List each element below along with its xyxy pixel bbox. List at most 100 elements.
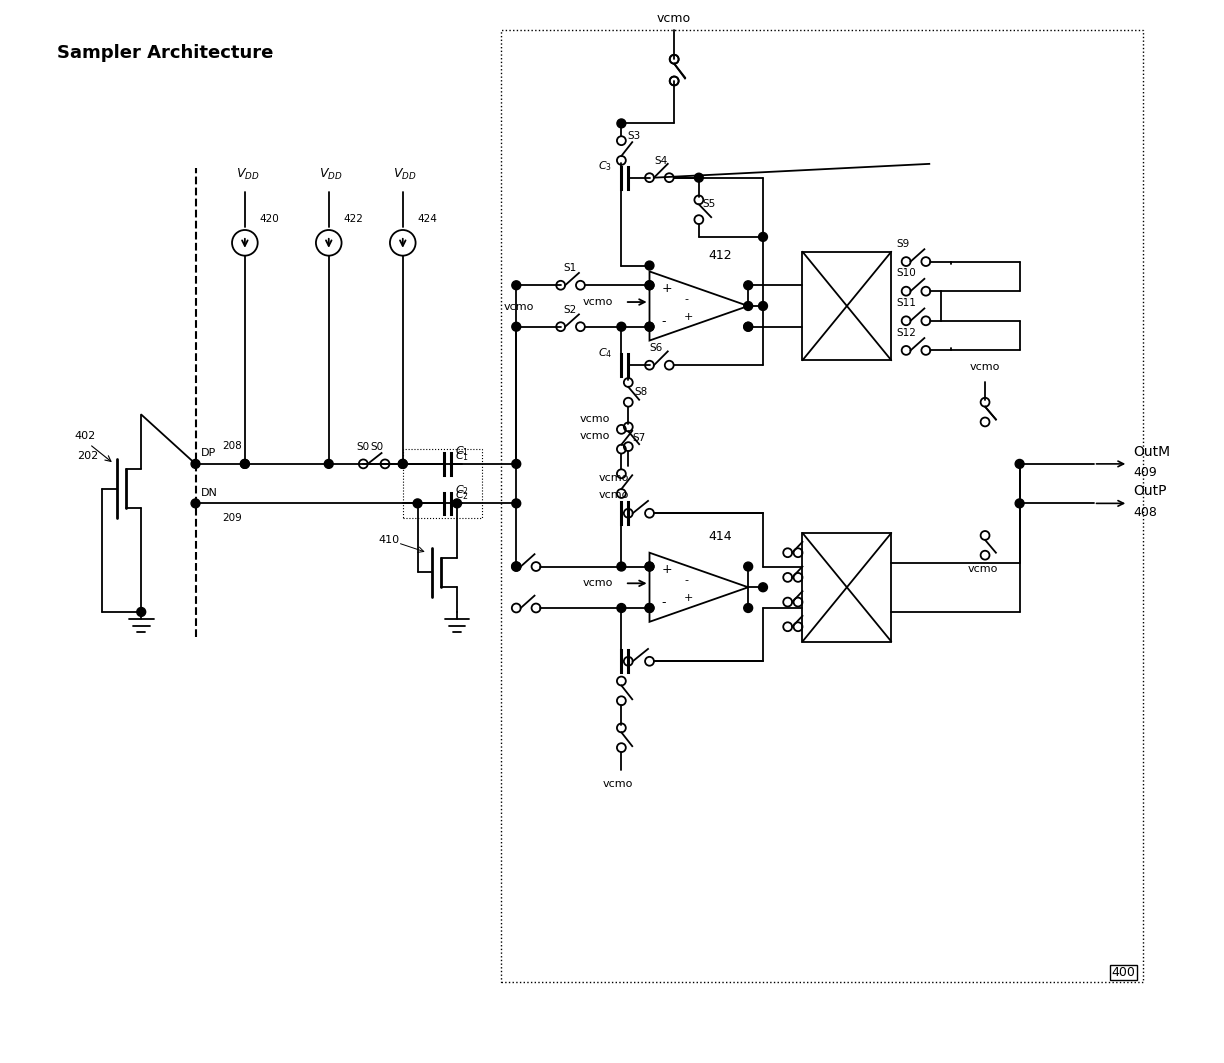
Text: -: - (684, 575, 688, 586)
Circle shape (694, 173, 704, 182)
Text: 412: 412 (709, 249, 732, 263)
Text: 400: 400 (1111, 966, 1136, 979)
Circle shape (744, 562, 753, 571)
Text: vcmo: vcmo (580, 414, 611, 424)
Circle shape (744, 302, 753, 310)
Text: S12: S12 (896, 327, 916, 338)
Circle shape (744, 604, 753, 612)
Text: Sampler Architecture: Sampler Architecture (58, 45, 274, 63)
Circle shape (414, 499, 422, 508)
Circle shape (617, 562, 625, 571)
Circle shape (744, 281, 753, 290)
Text: vcmo: vcmo (657, 13, 692, 26)
Text: 422: 422 (344, 214, 364, 224)
Circle shape (512, 562, 520, 571)
Text: +: + (662, 282, 672, 296)
Circle shape (617, 322, 625, 332)
Circle shape (645, 281, 654, 290)
Text: 408: 408 (1133, 506, 1157, 519)
Circle shape (645, 562, 654, 571)
Text: 208: 208 (223, 441, 242, 451)
Text: $V_{DD}$: $V_{DD}$ (235, 167, 259, 182)
Text: $C_2$: $C_2$ (454, 484, 469, 497)
Circle shape (645, 261, 654, 270)
Text: S6: S6 (650, 343, 662, 353)
Text: S5: S5 (703, 199, 716, 209)
Circle shape (1015, 499, 1024, 508)
Text: $V_{DD}$: $V_{DD}$ (393, 167, 417, 182)
Text: 420: 420 (259, 214, 279, 224)
Circle shape (512, 281, 520, 290)
Text: +: + (684, 311, 694, 322)
Circle shape (759, 302, 767, 310)
Text: $C_1$: $C_1$ (454, 449, 469, 462)
Text: vcmo: vcmo (599, 490, 629, 501)
Text: vcmo: vcmo (969, 362, 1000, 372)
Text: +: + (684, 593, 694, 603)
Text: 409: 409 (1133, 467, 1157, 479)
Text: 202: 202 (77, 451, 98, 461)
Text: S3: S3 (627, 131, 640, 141)
Circle shape (759, 583, 767, 592)
Circle shape (398, 459, 408, 469)
Circle shape (744, 322, 753, 332)
Circle shape (512, 499, 520, 508)
Bar (403, 449, 482, 518)
Text: 209: 209 (223, 512, 242, 523)
Circle shape (645, 562, 654, 571)
Text: OutM: OutM (1133, 445, 1170, 459)
Text: +: + (662, 563, 672, 576)
Circle shape (617, 119, 625, 128)
Text: 424: 424 (417, 214, 437, 224)
Circle shape (1015, 459, 1024, 469)
Text: vcmo: vcmo (580, 432, 611, 441)
Text: DN: DN (201, 488, 218, 497)
Circle shape (191, 459, 200, 469)
Bar (803, 252, 891, 360)
Text: S8: S8 (635, 387, 647, 396)
Text: 410: 410 (378, 535, 399, 545)
Text: S11: S11 (896, 298, 916, 308)
Text: vcmo: vcmo (583, 578, 613, 588)
Text: $C_2$: $C_2$ (454, 488, 469, 502)
Text: S7: S7 (633, 433, 645, 442)
Circle shape (512, 459, 520, 469)
Text: vcmo: vcmo (583, 297, 613, 307)
Circle shape (398, 459, 408, 469)
Text: vcmo: vcmo (599, 473, 629, 484)
Circle shape (240, 459, 250, 469)
Text: S9: S9 (896, 239, 909, 249)
Text: S0: S0 (371, 442, 384, 452)
Text: -: - (684, 294, 688, 304)
Text: vcmo: vcmo (602, 779, 633, 789)
Text: S0: S0 (356, 442, 368, 452)
Text: DP: DP (201, 449, 215, 458)
Circle shape (645, 322, 654, 332)
Text: OutP: OutP (1133, 485, 1166, 499)
Text: $C_1$: $C_1$ (454, 444, 469, 458)
Circle shape (137, 607, 146, 617)
Circle shape (645, 322, 654, 332)
Circle shape (240, 459, 250, 469)
Text: S4: S4 (655, 156, 667, 166)
Text: -: - (662, 596, 666, 609)
Text: 414: 414 (709, 530, 732, 543)
Text: vcmo: vcmo (967, 564, 998, 574)
Text: $V_{DD}$: $V_{DD}$ (319, 167, 343, 182)
Bar (803, 533, 891, 642)
Circle shape (744, 322, 753, 332)
Circle shape (645, 604, 654, 612)
Text: -: - (662, 315, 666, 327)
Text: $C_3$: $C_3$ (597, 158, 612, 172)
Text: vcmo: vcmo (504, 302, 535, 311)
Text: $C_4$: $C_4$ (597, 347, 612, 360)
Circle shape (191, 499, 200, 508)
Circle shape (645, 281, 654, 290)
Text: 402: 402 (75, 432, 95, 441)
Circle shape (759, 233, 767, 241)
Text: S10: S10 (896, 268, 916, 279)
Text: S1: S1 (563, 264, 577, 273)
Text: S2: S2 (563, 305, 577, 315)
Circle shape (324, 459, 333, 469)
Circle shape (453, 499, 461, 508)
